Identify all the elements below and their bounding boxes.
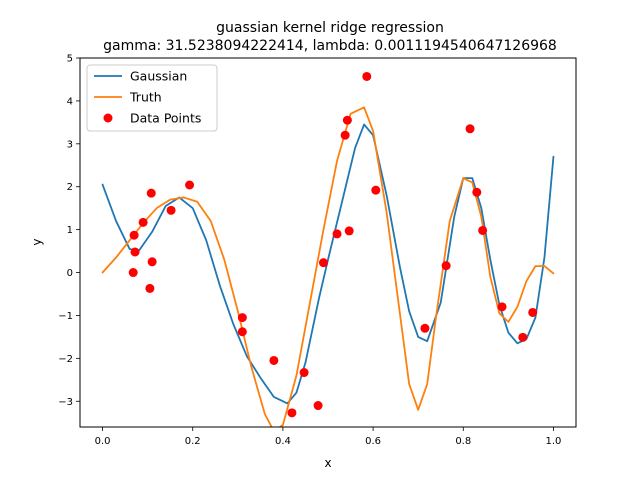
data-point [138, 217, 148, 227]
data-point [287, 408, 297, 418]
data-point [129, 230, 139, 240]
data-point [145, 283, 155, 293]
y-axis-ticks: −3 −2 −1 0 1 2 3 4 5 [58, 54, 80, 408]
chart-title-line-2: gamma: 31.5238094222414, lambda: 0.00111… [103, 38, 557, 54]
data-point [528, 307, 538, 317]
data-point [130, 247, 140, 257]
series-line-gaussian [101, 123, 555, 405]
x-tick-label: 0.0 [95, 436, 111, 447]
data-point [340, 130, 350, 140]
series-line-truth [101, 106, 555, 427]
data-point [146, 188, 156, 198]
x-tick-label: 0.8 [455, 436, 471, 447]
y-tick-label: 2 [67, 182, 73, 193]
x-tick-label: 0.6 [365, 436, 381, 447]
data-point [441, 261, 451, 271]
x-tick-label: 0.2 [185, 436, 201, 447]
data-point [299, 368, 309, 378]
data-point [497, 302, 507, 312]
y-tick-label: −1 [58, 311, 73, 322]
data-point [185, 180, 195, 190]
y-tick-label: −3 [58, 397, 73, 408]
data-point [237, 327, 247, 337]
legend-swatch-data-points [103, 113, 113, 123]
x-axis-ticks: 0.0 0.2 0.4 0.6 0.8 1.0 [95, 427, 562, 447]
y-tick-label: 3 [67, 139, 73, 150]
x-axis-label: x [324, 456, 331, 470]
x-tick-label: 1.0 [546, 436, 562, 447]
data-point [478, 225, 488, 235]
legend-label-truth: Truth [129, 90, 162, 105]
data-point [420, 323, 430, 333]
series-layer [101, 106, 555, 427]
legend: Gaussian Truth Data Points [86, 64, 218, 132]
chart-title-line-1: guassian kernel ridge regression [216, 20, 444, 36]
data-point [518, 332, 528, 342]
data-point [318, 258, 328, 268]
x-tick-label: 0.4 [275, 436, 291, 447]
data-point [128, 268, 138, 278]
data-point [344, 226, 354, 236]
legend-label-data-points: Data Points [130, 111, 201, 126]
y-tick-label: 1 [67, 225, 73, 236]
data-point [237, 313, 247, 323]
data-point [362, 71, 372, 81]
data-point [166, 205, 176, 215]
data-points-layer [128, 71, 538, 418]
legend-label-gaussian: Gaussian [130, 69, 187, 84]
data-point [332, 229, 342, 239]
data-point [147, 257, 157, 267]
y-tick-label: 4 [67, 96, 73, 107]
plot-frame [79, 57, 577, 428]
data-point [269, 355, 279, 365]
data-point [465, 124, 475, 134]
y-tick-label: −2 [58, 354, 73, 365]
data-point [371, 185, 381, 195]
y-tick-label: 5 [67, 54, 73, 65]
data-point [313, 401, 323, 411]
legend-frame [86, 64, 218, 132]
data-point [342, 115, 352, 125]
data-point [472, 187, 482, 197]
y-tick-label: 0 [67, 268, 73, 279]
y-axis-label: y [30, 238, 44, 245]
